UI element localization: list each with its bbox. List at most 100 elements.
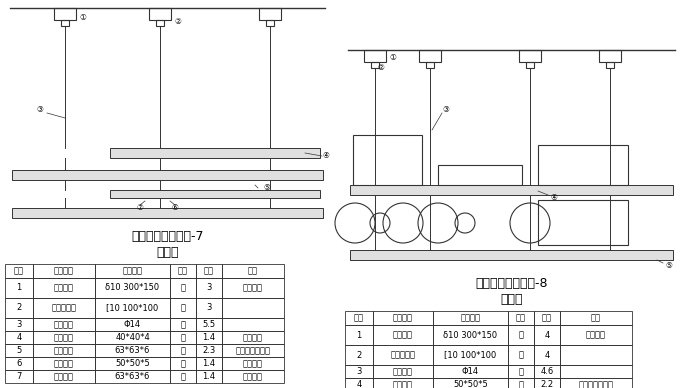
Bar (560, 365, 632, 378)
Text: 规格型号: 规格型号 (460, 314, 481, 322)
Text: 综合支吊架大样图-8: 综合支吊架大样图-8 (475, 277, 548, 290)
Bar (222, 318, 284, 331)
Bar (95, 331, 170, 344)
Text: 1.4: 1.4 (202, 333, 216, 342)
Bar (95, 318, 170, 331)
Bar (350, 185, 673, 195)
Bar (170, 318, 196, 331)
Text: 4: 4 (544, 350, 550, 360)
Bar (508, 378, 534, 388)
Text: 支吊架根部: 支吊架根部 (391, 350, 415, 360)
Bar (5, 370, 33, 383)
Text: 镀锌吊丝: 镀锌吊丝 (54, 320, 74, 329)
Bar (110, 148, 320, 158)
Text: ③: ③ (37, 106, 44, 114)
Bar (373, 325, 433, 345)
Text: 63*63*6: 63*63*6 (115, 346, 150, 355)
Bar (196, 298, 222, 318)
Bar (345, 345, 373, 365)
Bar (5, 298, 33, 318)
Bar (5, 344, 33, 357)
Bar (353, 135, 422, 185)
Text: ④: ④ (550, 192, 557, 201)
Bar (170, 278, 196, 298)
Bar (95, 357, 170, 370)
Bar (170, 370, 196, 383)
Text: 7: 7 (16, 372, 22, 381)
Bar (33, 278, 95, 298)
Bar (371, 62, 379, 68)
Text: 预埋铁件: 预埋铁件 (393, 331, 413, 340)
Bar (33, 318, 95, 331)
Text: 桥架横担: 桥架横担 (243, 359, 263, 368)
Bar (33, 264, 95, 278)
Bar (345, 311, 373, 325)
Text: 单位: 单位 (178, 267, 188, 275)
Bar (508, 325, 534, 345)
Text: ⑥: ⑥ (171, 203, 178, 213)
Text: 5: 5 (16, 346, 22, 355)
Text: ⑤: ⑤ (263, 184, 270, 192)
Bar (345, 365, 373, 378)
Text: 镀锌吊丝: 镀锌吊丝 (393, 367, 413, 376)
Bar (110, 190, 320, 198)
Bar (364, 50, 386, 62)
Text: 4.6: 4.6 (540, 367, 554, 376)
Text: 支吊架根部: 支吊架根部 (51, 303, 76, 312)
Text: 米: 米 (180, 359, 186, 368)
Bar (5, 357, 33, 370)
Bar (419, 50, 441, 62)
Bar (5, 331, 33, 344)
Bar (33, 370, 95, 383)
Text: 块: 块 (180, 284, 186, 293)
Text: Φ14: Φ14 (124, 320, 141, 329)
Bar (222, 370, 284, 383)
Text: 材料表: 材料表 (156, 246, 179, 259)
Bar (433, 311, 508, 325)
Bar (433, 345, 508, 365)
Bar (196, 370, 222, 383)
Bar (373, 365, 433, 378)
Text: 2: 2 (16, 303, 22, 312)
Text: 2.2: 2.2 (540, 380, 553, 388)
Text: 4: 4 (544, 331, 550, 340)
Text: 6: 6 (16, 359, 22, 368)
Bar (170, 331, 196, 344)
Bar (5, 278, 33, 298)
Text: ①: ① (389, 54, 396, 62)
Text: 50*50*5: 50*50*5 (115, 359, 150, 368)
Bar (33, 298, 95, 318)
Bar (259, 8, 281, 20)
Bar (170, 298, 196, 318)
Bar (33, 331, 95, 344)
Bar (426, 62, 434, 68)
Text: 3: 3 (16, 320, 22, 329)
Bar (433, 365, 508, 378)
Bar (196, 344, 222, 357)
Bar (12, 208, 323, 218)
Text: 米: 米 (180, 320, 186, 329)
Text: 等边角钢: 等边角钢 (54, 359, 74, 368)
Bar (5, 318, 33, 331)
Text: 材料名称: 材料名称 (393, 314, 413, 322)
Bar (538, 145, 628, 185)
Bar (170, 357, 196, 370)
Text: ②: ② (174, 17, 181, 26)
Text: ②: ② (377, 64, 384, 73)
Bar (196, 357, 222, 370)
Text: 1: 1 (16, 284, 22, 293)
Bar (12, 170, 323, 180)
Bar (350, 250, 673, 260)
Bar (508, 365, 534, 378)
Text: 等边角钢: 等边角钢 (54, 372, 74, 381)
Bar (508, 345, 534, 365)
Bar (560, 378, 632, 388)
Text: 材料表: 材料表 (500, 293, 522, 306)
Bar (196, 264, 222, 278)
Text: 2: 2 (357, 350, 361, 360)
Bar (433, 378, 508, 388)
Bar (534, 345, 560, 365)
Bar (54, 8, 76, 20)
Bar (345, 378, 373, 388)
Text: 等边角钢: 等边角钢 (54, 333, 74, 342)
